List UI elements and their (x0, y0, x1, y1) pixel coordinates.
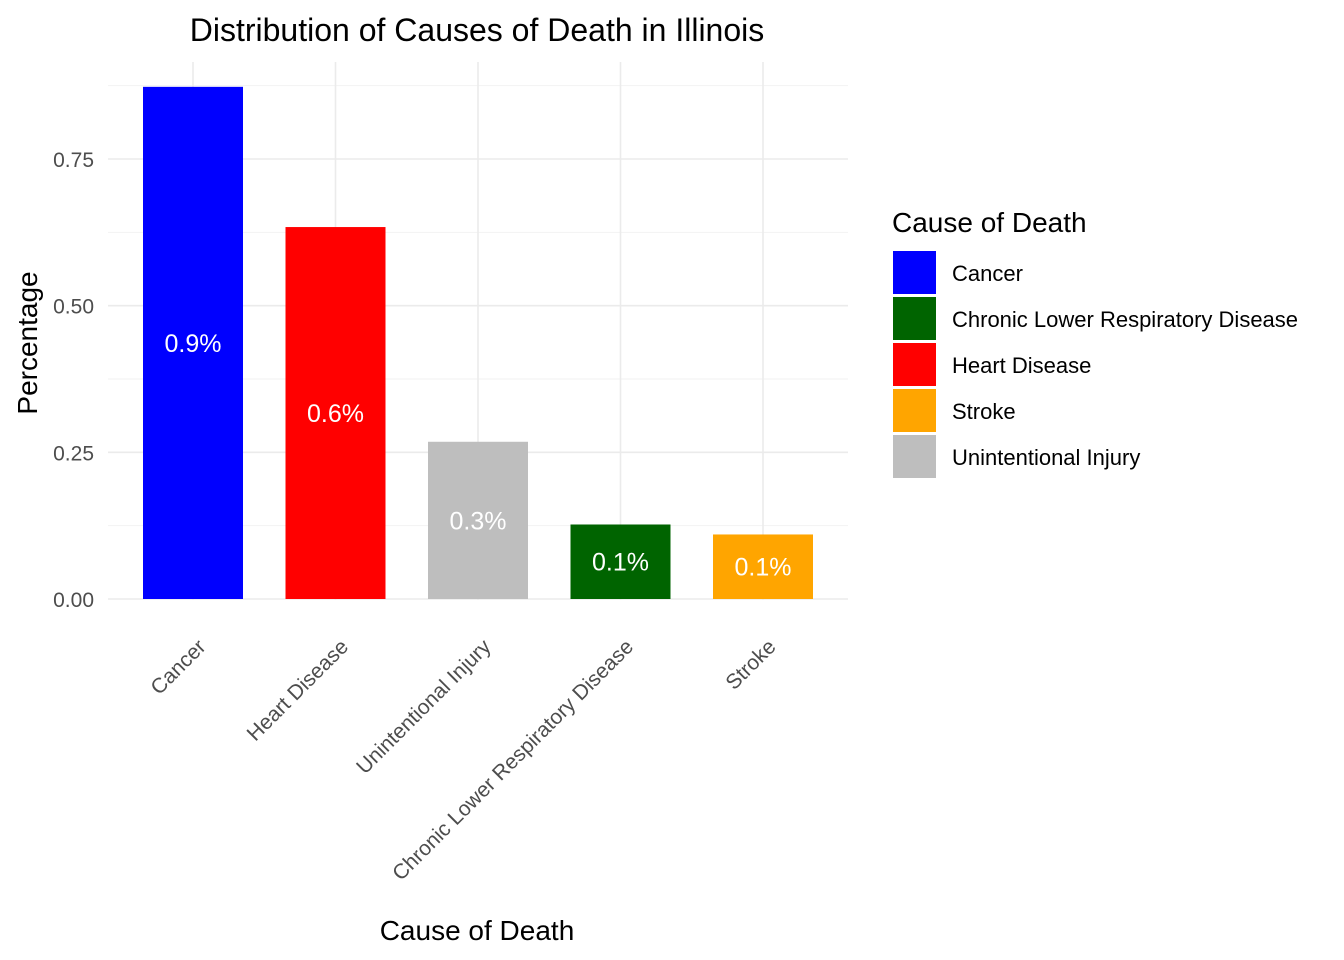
legend-swatch (893, 251, 936, 294)
x-tick-label: Cancer (146, 635, 210, 699)
x-axis-title: Cause of Death (380, 915, 575, 946)
y-tick-label: 0.50 (53, 296, 94, 319)
bar-data-label: 0.1% (592, 549, 649, 577)
bar-data-label: 0.6% (307, 400, 364, 428)
legend: Cause of Death Cancer Chronic Lower Respi… (892, 207, 1298, 478)
x-tick-label: Stroke (721, 635, 780, 694)
bar-4 (713, 534, 813, 599)
legend-swatch (893, 343, 936, 386)
legend-swatch (893, 435, 936, 478)
y-axis-title: Percentage (12, 271, 43, 414)
bar-0 (143, 86, 243, 600)
legend-title: Cause of Death (892, 207, 1087, 238)
y-tick-label: 0.00 (53, 589, 94, 612)
bar-2 (428, 441, 528, 599)
y-tick-label: 0.25 (53, 442, 94, 465)
bar-1 (285, 227, 386, 599)
legend-label: Stroke (952, 399, 1016, 424)
legend-swatch (893, 389, 936, 432)
x-tick-label: Heart Disease (243, 635, 353, 745)
legend-swatch (893, 297, 936, 340)
y-axis-ticks: 0.00 0.25 0.50 0.75 (53, 149, 94, 612)
legend-label: Unintentional Injury (952, 445, 1140, 470)
x-tick-label: Unintentional Injury (352, 635, 496, 779)
x-axis-ticks: Cancer Heart Disease Unintentional InjuryC… (146, 635, 780, 885)
chart-title: Distribution of Causes of Death in Illin… (190, 12, 765, 48)
legend-label: Chronic Lower Respiratory Disease (952, 307, 1298, 332)
legend-label: Cancer (952, 261, 1023, 286)
x-tick-label: Chronic Lower Respiratory Disease (388, 635, 638, 885)
bar-3 (570, 524, 671, 599)
bars: 0.9% 0.6% 0.3% 0.1% 0.1% (143, 86, 813, 600)
bar-data-label: 0.9% (165, 330, 222, 358)
legend-label: Heart Disease (952, 353, 1091, 378)
bar-data-label: 0.3% (450, 507, 507, 535)
bar-data-label: 0.1% (735, 554, 792, 582)
y-tick-label: 0.75 (53, 149, 94, 172)
